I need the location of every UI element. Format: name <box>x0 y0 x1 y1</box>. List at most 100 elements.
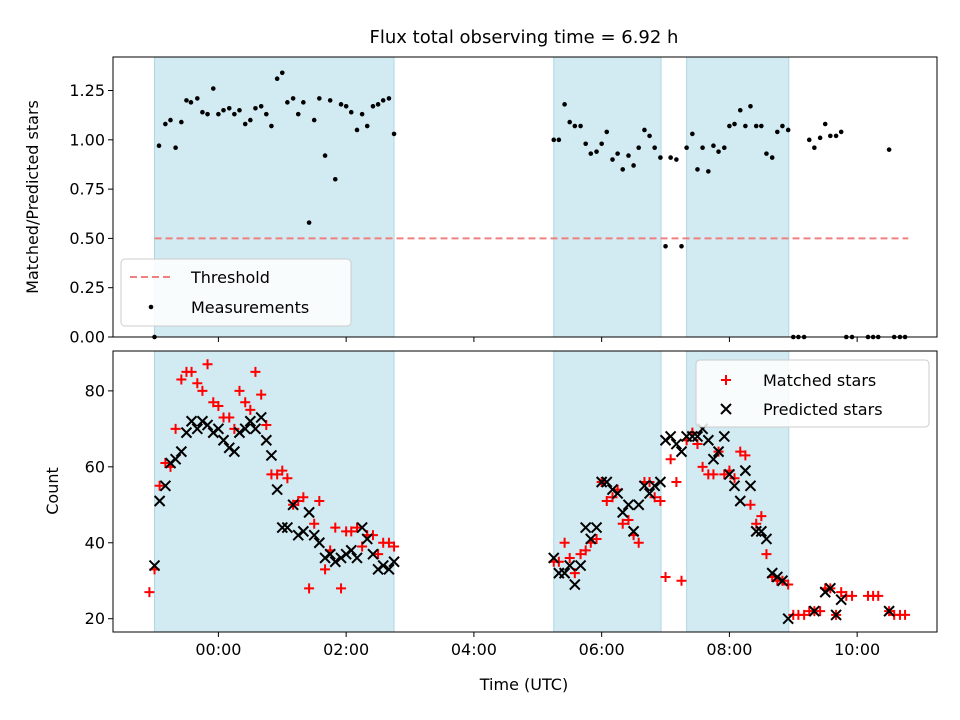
chart-title: Flux total observing time = 6.92 h <box>370 27 679 48</box>
y-tick-label: 60 <box>85 457 105 476</box>
predicted-stars-point <box>675 445 688 458</box>
predicted-stars-point <box>345 544 357 557</box>
matched-stars-point <box>224 412 235 423</box>
predicted-stars-point <box>728 480 741 492</box>
measurements-point <box>785 127 791 133</box>
x-tick-label: 08:00 <box>706 640 752 659</box>
predicted-stars-point <box>574 559 587 572</box>
measurements-point <box>188 100 194 105</box>
predicted-stars-point <box>180 426 193 439</box>
matched-stars-point <box>277 465 288 476</box>
matched-stars-point <box>697 461 708 472</box>
predicted-stars-point <box>271 483 283 496</box>
measurements-point <box>567 119 573 125</box>
measurements-point <box>205 111 210 117</box>
predicted-stars-point <box>185 415 198 427</box>
measurements-point <box>615 151 620 156</box>
measurements-point <box>248 117 253 123</box>
matched-stars-point <box>309 518 320 529</box>
predicted-stars-point <box>776 575 789 587</box>
predicted-stars-point <box>702 434 715 446</box>
measurements-point <box>317 96 322 101</box>
measurements-point <box>264 111 269 117</box>
predicted-stars-point <box>287 499 299 511</box>
predicted-stars-point <box>648 480 661 492</box>
measurements-point <box>173 145 178 151</box>
predicted-stars-point <box>595 476 608 488</box>
predicted-stars-point <box>558 567 571 579</box>
predicted-stars-point <box>281 521 294 534</box>
legend-measurements-swatch <box>148 304 154 310</box>
matched-stars-point <box>847 590 858 601</box>
matched-stars-point <box>272 469 283 480</box>
measurements-point <box>780 123 785 129</box>
predicted-stars-point <box>643 487 656 500</box>
measurements-point <box>221 107 226 113</box>
measurements-point <box>721 145 727 151</box>
matched-stars-point <box>665 454 676 465</box>
predicted-stars-point <box>153 495 166 507</box>
matched-stars-point <box>197 385 208 396</box>
matched-stars-point <box>245 404 256 415</box>
matched-stars-point <box>298 492 309 503</box>
predicted-stars-point <box>617 506 629 519</box>
predicted-stars-point <box>734 495 746 507</box>
predicted-stars-point <box>297 525 310 538</box>
matched-stars-point <box>213 401 224 412</box>
measurements-point <box>588 151 594 156</box>
measurements-point <box>711 143 716 149</box>
matched-stars-point <box>591 533 602 544</box>
measurements-point <box>663 243 668 249</box>
ratio-y-axis: 0.00 0.25 0.50 0.75 1.00 1.25 <box>69 81 113 347</box>
count-axes-frame <box>112 350 938 633</box>
predicted-stars-point <box>585 533 597 545</box>
measurements-point <box>775 129 780 135</box>
x-axis-label: Time (UTC) <box>479 675 568 694</box>
predicted-stars-point <box>249 423 262 435</box>
matched-stars-point <box>208 397 219 408</box>
measurements-point <box>301 100 306 105</box>
predicted-stars-point <box>830 609 842 621</box>
matched-stars-point <box>256 389 267 400</box>
measurements-point <box>695 167 700 172</box>
measurements-point <box>748 103 753 109</box>
measurements-point <box>737 107 743 113</box>
measurements-point <box>348 109 354 115</box>
matched-stars-point <box>623 514 634 525</box>
matched-stars-point <box>836 587 847 598</box>
legend-frame <box>120 258 352 327</box>
predicted-stars-point <box>276 521 288 534</box>
measurements-point <box>216 111 221 117</box>
predicted-stars-point <box>718 430 731 443</box>
measurements-point <box>156 143 162 149</box>
matched-stars-point <box>559 537 570 548</box>
measurements-point <box>258 103 264 109</box>
measurements-point <box>332 176 338 182</box>
x-tick-label: 06:00 <box>579 640 625 659</box>
predicted-stars-point <box>760 533 773 545</box>
predicted-stars-point <box>159 480 172 492</box>
predicted-stars-point <box>627 525 640 538</box>
matched-stars-point <box>799 609 810 620</box>
predicted-stars-point <box>579 521 592 534</box>
predicted-stars-point <box>265 449 278 462</box>
measurements-point <box>822 121 828 127</box>
measurements-point <box>359 111 365 117</box>
matched-stars-point <box>761 549 772 560</box>
predicted-stars-point <box>228 445 241 458</box>
predicted-stars-point <box>260 434 273 446</box>
measurements-point <box>168 117 173 123</box>
count-legend: Matched stars Predicted stars <box>695 359 930 428</box>
measurements-point <box>253 105 258 111</box>
matched-stars-point <box>304 583 315 594</box>
measurements-point <box>610 157 615 162</box>
measurements-point <box>817 135 823 141</box>
count-points <box>144 359 911 625</box>
measurements-point <box>375 102 381 107</box>
matched-stars-point <box>580 545 591 556</box>
matched-stars-point <box>170 423 181 434</box>
predicted-stars-point <box>632 499 645 511</box>
measurements-point <box>769 155 775 160</box>
matched-stars-point <box>320 564 331 575</box>
